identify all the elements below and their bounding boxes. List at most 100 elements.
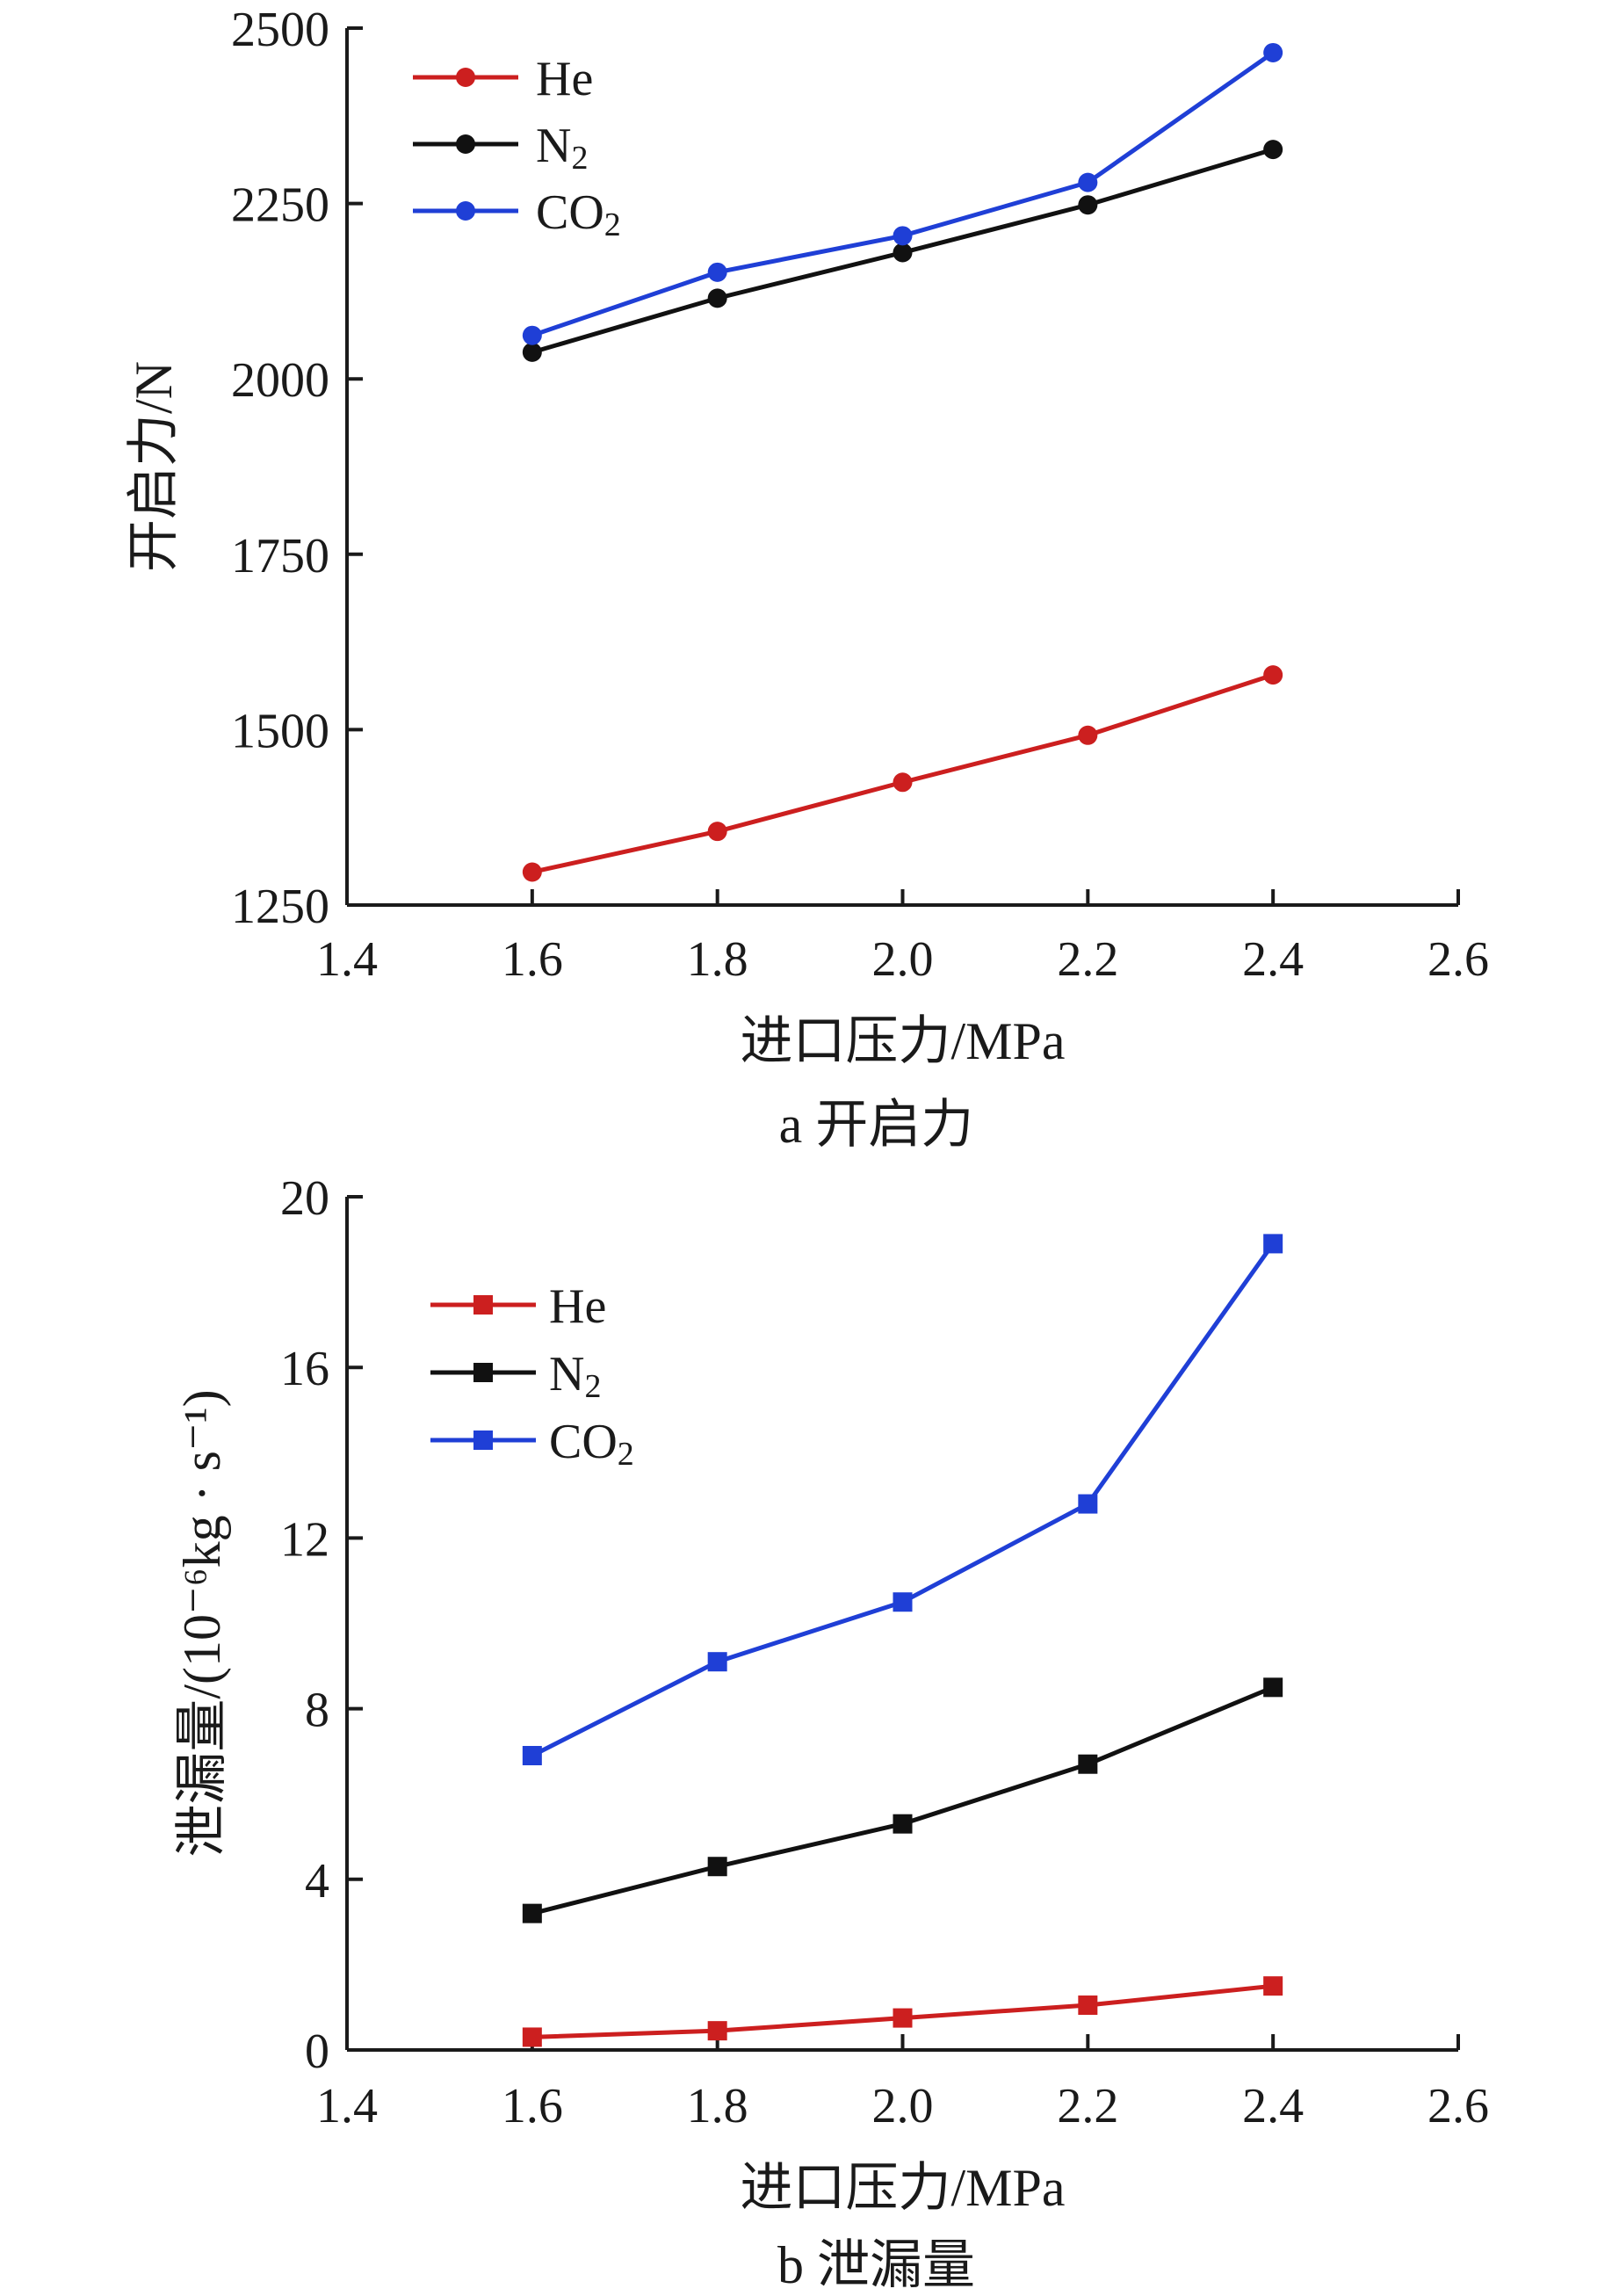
legend-marker: [456, 134, 475, 154]
y-tick-label: 2000: [231, 353, 329, 408]
data-point: [522, 1903, 542, 1923]
x-tick-label: 1.6: [502, 2079, 563, 2133]
legend-label: CO2: [549, 1415, 634, 1473]
data-point: [707, 1857, 727, 1877]
data-point: [1263, 1234, 1283, 1254]
data-point: [893, 243, 913, 263]
y-tick-label: 16: [280, 1342, 329, 1396]
legend-item: CO2: [430, 1415, 634, 1473]
series-n2: [522, 1677, 1283, 1923]
legend-label-main: He: [536, 52, 593, 106]
data-point: [707, 262, 727, 282]
legend-item: He: [430, 1279, 606, 1334]
legend-label-subscript: 2: [571, 140, 588, 177]
x-tick-label: 1.4: [316, 2079, 378, 2133]
x-tick-label: 2.2: [1057, 2079, 1118, 2133]
chart-caption: a 开启力: [779, 1096, 974, 1154]
data-point: [1263, 1976, 1283, 1996]
x-tick-label: 2.0: [872, 2079, 934, 2133]
legend-label-main: He: [549, 1279, 606, 1334]
x-axis-title: 进口压力/MPa: [740, 2159, 1065, 2217]
y-tick-label: 20: [280, 1171, 329, 1226]
x-tick-label: 2.4: [1242, 932, 1304, 987]
y-tick-label: 2500: [231, 3, 329, 57]
y-tick-label: 1250: [231, 880, 329, 934]
x-tick-label: 2.0: [872, 932, 934, 987]
data-point: [1263, 1677, 1283, 1698]
y-axis-title: 泄漏量/(10⁻⁶kg · s⁻¹): [173, 1389, 231, 1857]
legend-label: He: [549, 1279, 606, 1334]
legend-label-main: CO: [549, 1415, 618, 1469]
data-point: [893, 226, 913, 246]
chart-panel-1: 1.4 1.6 1.8 2.0 2.2 2.4 2.61250150017502000225…: [125, 3, 1489, 1154]
legend-label: N2: [536, 119, 588, 177]
legend-marker: [473, 1430, 493, 1450]
x-tick-label: 2.4: [1242, 2079, 1304, 2133]
data-point: [1078, 1494, 1098, 1514]
legend-label: N2: [549, 1347, 601, 1405]
data-point: [1078, 195, 1098, 215]
legend-marker: [473, 1295, 493, 1315]
y-tick-label: 12: [280, 1512, 329, 1567]
x-tick-label: 1.8: [687, 2079, 748, 2133]
series-line: [531, 1242, 1276, 1758]
legend-item: N2: [430, 1347, 601, 1405]
series-he: [522, 1976, 1283, 2047]
x-tick-label: 2.2: [1057, 932, 1118, 987]
x-tick-label: 2.6: [1427, 932, 1489, 987]
x-tick-label: 2.6: [1427, 2079, 1489, 2133]
y-tick-label: 1750: [231, 529, 329, 583]
y-tick-label: 0: [305, 2024, 329, 2079]
data-point: [893, 1814, 913, 1834]
legend-item: He: [413, 52, 593, 106]
legend-label-subscript: 2: [584, 1368, 601, 1405]
data-point: [522, 1746, 542, 1766]
series-co2: [522, 42, 1283, 345]
data-point: [522, 325, 542, 345]
y-tick-label: 1500: [231, 704, 329, 758]
data-point: [1263, 665, 1283, 685]
chart-panel-2: 1.4 1.6 1.8 2.0 2.2 2.4 2.6 0 4 8 12 16 20 进口压力/MPa 泄漏…: [173, 1171, 1489, 2294]
x-axis-title: 进口压力/MPa: [740, 1012, 1065, 1070]
data-point: [522, 342, 542, 362]
data-point: [707, 822, 727, 842]
y-tick-label: 2250: [231, 178, 329, 233]
y-axis-title: 开启力/N: [125, 361, 183, 572]
x-tick-label: 1.8: [687, 932, 748, 987]
legend-label-main: N: [549, 1347, 584, 1402]
data-point: [522, 862, 542, 882]
data-point: [1078, 172, 1098, 192]
series-co2: [522, 1234, 1283, 1766]
data-point: [707, 288, 727, 308]
legend-marker: [456, 68, 475, 87]
data-point: [1263, 140, 1283, 160]
y-tick-label: 4: [305, 1854, 329, 1909]
data-point: [1263, 42, 1283, 62]
data-point: [707, 2021, 727, 2041]
data-point: [1078, 1754, 1098, 1774]
x-tick-label: 1.4: [316, 932, 378, 987]
legend-label-main: CO: [536, 185, 604, 240]
chart-caption: b 泄漏量: [777, 2236, 975, 2294]
legend-marker: [456, 201, 475, 221]
data-point: [893, 2008, 913, 2028]
series-line: [531, 1685, 1275, 1916]
legend-marker: [473, 1363, 493, 1382]
series-line: [531, 50, 1275, 338]
legend-label: CO2: [536, 185, 621, 243]
data-point: [522, 2027, 542, 2047]
data-point: [707, 1652, 727, 1672]
legend-label: He: [536, 52, 593, 106]
data-point: [1078, 1995, 1098, 2016]
legend-label-subscript: 2: [604, 206, 621, 243]
legend-item: N2: [413, 119, 588, 177]
legend-item: CO2: [413, 185, 621, 243]
legend-label-subscript: 2: [618, 1436, 634, 1473]
series-he: [522, 665, 1283, 882]
series-n2: [522, 140, 1283, 362]
data-point: [893, 772, 913, 793]
x-tick-label: 1.6: [502, 932, 563, 987]
y-tick-label: 8: [305, 1684, 329, 1738]
data-point: [893, 1592, 913, 1612]
